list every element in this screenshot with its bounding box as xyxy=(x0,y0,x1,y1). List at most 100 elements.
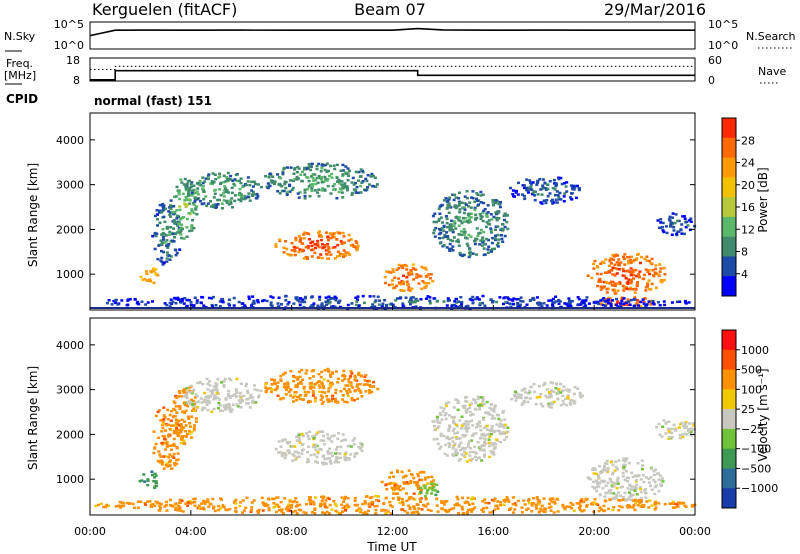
freq-right-label: Nave xyxy=(758,65,786,78)
freq-left-tick-top: 18 xyxy=(66,54,80,67)
freq-panel-lines xyxy=(90,65,695,81)
velocity-heatmap xyxy=(94,367,697,516)
power-colorbar-label: Power [dB] xyxy=(756,167,770,232)
x-tick-label-6: 00:00 xyxy=(679,525,711,538)
power-colorbar-label-5: 24 xyxy=(741,157,755,170)
power-region-6 xyxy=(383,263,435,293)
noise-left-label: N.Sky xyxy=(4,30,36,43)
power-region-5 xyxy=(264,162,379,200)
freq-series-freq xyxy=(90,69,695,81)
freq-series-nave xyxy=(90,65,695,70)
freq-left-label-line1: Freq. xyxy=(6,57,33,70)
velocity-y-ticks: 1000 2000 3000 4000 xyxy=(56,339,695,486)
power-region-7 xyxy=(431,190,510,259)
cpid-value: normal (fast) 151 xyxy=(94,94,212,108)
power-colorbar-swatch-2 xyxy=(722,157,736,178)
noise-panel-frame xyxy=(89,21,696,50)
power-region-11 xyxy=(656,212,697,237)
velocity-colorbar-swatch-6 xyxy=(722,448,736,469)
velocity-region-3 xyxy=(182,377,263,414)
velocity-region-6 xyxy=(380,469,436,496)
station-title: Kerguelen (fitACF) xyxy=(92,0,237,19)
noise-left-tick-bottom: 10^0 xyxy=(54,39,84,52)
power-colorbar-label-4: 20 xyxy=(741,179,755,192)
freq-panel-frame xyxy=(89,57,696,82)
power-colorbar-swatch-6 xyxy=(722,236,736,257)
power-colorbar: 4 8 12 16 20 24 28 xyxy=(721,117,755,297)
power-y-ticks: 1000 2000 3000 4000 xyxy=(56,134,695,281)
velocity-region-0 xyxy=(138,470,158,490)
x-tick-label-4: 16:00 xyxy=(477,525,509,538)
power-region-12 xyxy=(105,294,691,310)
velocity-colorbar-label-3: 25 xyxy=(741,403,755,416)
velocity-colorbar-swatch-0 xyxy=(722,330,736,351)
noise-panel-lines xyxy=(89,27,695,50)
noise-left-tick-top: 10^5 xyxy=(54,18,84,31)
power-region-3 xyxy=(184,171,263,210)
velocity-ytick-label-3: 4000 xyxy=(56,339,84,352)
velocity-colorbar-swatch-1 xyxy=(722,349,736,371)
power-colorbar-label-3: 16 xyxy=(741,201,755,214)
power-colorbar-swatch-1 xyxy=(722,137,736,159)
power-colorbar-label-1: 8 xyxy=(741,246,748,259)
velocity-colorbar-frame xyxy=(721,329,737,509)
power-colorbar-swatch-7 xyxy=(722,256,736,277)
velocity-ytick-label-0: 1000 xyxy=(56,473,84,486)
velocity-colorbar-swatch-4 xyxy=(722,409,736,430)
velocity-ytick-label-1: 2000 xyxy=(56,428,84,441)
power-ytick-label-0: 1000 xyxy=(56,268,84,281)
velocity-region-5 xyxy=(264,367,380,405)
velocity-ytick-label-2: 3000 xyxy=(56,384,84,397)
velocity-colorbar-swatch-2 xyxy=(722,369,736,390)
x-tick-label-0: 00:00 xyxy=(74,525,106,538)
freq-right-tick-top: 60 xyxy=(708,54,722,67)
power-region-9 xyxy=(586,252,667,295)
power-colorbar-label-2: 12 xyxy=(741,223,755,236)
power-colorbar-swatch-8 xyxy=(722,276,736,297)
noise-series-0 xyxy=(89,27,695,37)
power-colorbar-label-6: 28 xyxy=(741,134,755,147)
power-colorbar-label-0: 4 xyxy=(741,268,748,281)
velocity-colorbar-label-2: 100 xyxy=(741,383,762,396)
velocity-region-12 xyxy=(94,494,697,516)
velocity-y-axis-label: Slant Range [km] xyxy=(26,366,40,470)
power-ytick-label-3: 4000 xyxy=(56,134,84,147)
velocity-region-9 xyxy=(510,381,584,409)
beam-title: Beam 07 xyxy=(354,0,426,19)
power-colorbar-swatch-3 xyxy=(722,177,736,198)
x-axis-ticks: 00:00 04:00 08:00 12:00 16:00 20:00 00:00 xyxy=(74,305,711,538)
velocity-colorbar-swatch-7 xyxy=(722,468,736,489)
freq-left-tick-bottom: 8 xyxy=(73,74,80,87)
velocity-colorbar-swatch-3 xyxy=(722,389,736,410)
freq-left-label-line2: [MHz] xyxy=(4,69,36,82)
power-y-axis-label: Slant Range [km] xyxy=(26,163,40,267)
power-region-0 xyxy=(139,267,160,285)
velocity-colorbar-label-5: −100 xyxy=(741,443,771,456)
velocity-region-7 xyxy=(419,482,440,498)
power-region-8 xyxy=(509,176,581,205)
noise-right-label: N.Search xyxy=(746,30,796,43)
power-ytick-label-1: 2000 xyxy=(56,223,84,236)
velocity-region-10 xyxy=(586,457,665,502)
velocity-colorbar-swatch-8 xyxy=(722,488,736,509)
velocity-colorbar: 1000 500 100 25 −25 −100 −500 −1000 xyxy=(721,329,778,509)
velocity-panel-frame xyxy=(89,317,696,516)
x-axis-label: Time UT xyxy=(366,540,417,554)
velocity-colorbar-label: Velocity [m s⁻¹] xyxy=(756,368,770,461)
freq-left-label: Freq. [MHz] xyxy=(4,57,37,82)
noise-right-tick-top: 10^5 xyxy=(708,18,738,31)
velocity-region-11 xyxy=(655,419,696,440)
noise-right-tick-bottom: 10^0 xyxy=(708,39,738,52)
power-colorbar-swatch-0 xyxy=(722,118,736,139)
date-title: 29/Mar/2016 xyxy=(604,0,706,19)
velocity-region-8 xyxy=(431,395,510,463)
power-colorbar-swatch-4 xyxy=(722,197,736,218)
velocity-colorbar-label-7: −1000 xyxy=(741,482,778,495)
velocity-colorbar-label-6: −500 xyxy=(741,462,771,475)
power-heatmap xyxy=(105,162,697,310)
velocity-colorbar-swatch-5 xyxy=(722,428,736,450)
velocity-region-1 xyxy=(152,406,184,470)
freq-right-tick-bottom: 0 xyxy=(708,74,715,87)
x-tick-label-5: 20:00 xyxy=(578,525,610,538)
